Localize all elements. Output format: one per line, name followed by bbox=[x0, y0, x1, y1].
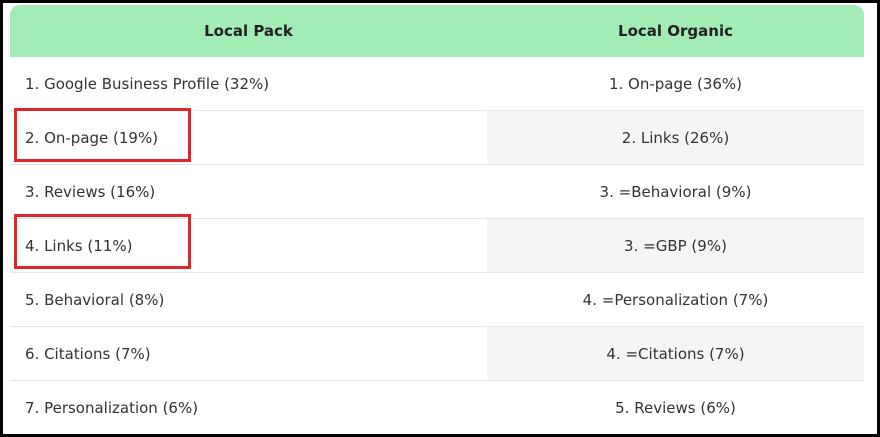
header-row: Local Pack Local Organic bbox=[10, 5, 864, 57]
header-cell: Local Organic bbox=[487, 5, 864, 57]
table-cell: 4. =Citations (7%) bbox=[487, 326, 864, 381]
table-cell: 4. Links (11%) bbox=[10, 218, 487, 273]
table-row: 6. Citations (7%) 4. =Citations (7%) bbox=[10, 326, 864, 381]
table-cell: 5. Behavioral (8%) bbox=[10, 272, 487, 327]
table-body: 1. Google Business Profile (32%) 1. On-pa… bbox=[10, 57, 864, 434]
highlight-box bbox=[14, 108, 191, 162]
table-cell: 3. =GBP (9%) bbox=[487, 218, 864, 273]
table-cell: 7. Personalization (6%) bbox=[25, 398, 199, 417]
table-cell: 5. Reviews (6%) bbox=[615, 398, 736, 417]
table-row: 4. Links (11%) 3. =GBP (9%) bbox=[10, 218, 864, 273]
table-row: 2. On-page (19%) 2. Links (26%) bbox=[10, 110, 864, 165]
table-cell: 1. Google Business Profile (32%) bbox=[10, 57, 487, 111]
table-cell: 4. =Personalization (7%) bbox=[487, 272, 864, 327]
table-row: 3. Reviews (16%) 3. =Behavioral (9%) bbox=[10, 164, 864, 219]
table-row: 1. Google Business Profile (32%) 1. On-pa… bbox=[10, 57, 864, 111]
table-cell: 1. On-page (36%) bbox=[487, 57, 864, 111]
highlight-box bbox=[14, 214, 191, 269]
table-cell: 6. Citations (7%) bbox=[10, 326, 487, 381]
table-cell: 3. =Behavioral (9%) bbox=[487, 164, 864, 219]
table-row: 5. Behavioral (8%) 4. =Personalization (7… bbox=[10, 272, 864, 327]
table-cell: 2. Links (26%) bbox=[487, 110, 864, 165]
table-cell: 2. On-page (19%) bbox=[10, 110, 487, 165]
table-cell: 3. Reviews (16%) bbox=[10, 164, 487, 219]
table-row: 7. Personalization (6%) 5. Reviews (6%) bbox=[10, 381, 864, 435]
header-cell: Local Pack bbox=[10, 5, 487, 57]
ranking-table: Local Pack Local Organic 1. Google Busin… bbox=[10, 5, 864, 434]
